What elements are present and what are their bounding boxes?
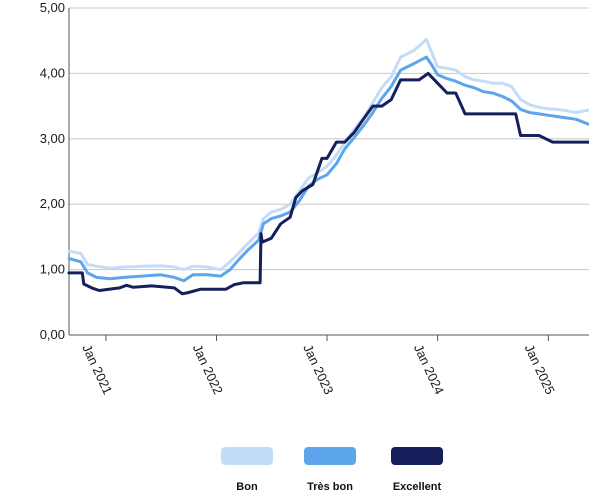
x-tick-label: Jan 2025 <box>522 342 558 397</box>
y-tick-label: 4,00 <box>40 65 65 80</box>
series-lines <box>67 37 589 296</box>
x-axis: Jan 2021 Jan 2022 Jan 2023 Jan 2024 Jan 2025 <box>79 335 558 397</box>
y-tick-label: 0,00 <box>40 327 65 342</box>
legend-label-excellent: Excellent <box>392 481 442 493</box>
x-tick-label: Jan 2023 <box>300 342 336 397</box>
legend: Bon Très bon Excellent <box>0 447 589 501</box>
x-tick-label: Jan 2021 <box>79 342 115 397</box>
y-tick-label: 1,00 <box>40 262 65 277</box>
series-line-1 <box>67 55 589 283</box>
legend-swatch-tres-bon <box>304 447 356 465</box>
y-tick-label: 5,00 <box>40 0 65 15</box>
legend-item-tres-bon[interactable]: Très bon <box>304 447 358 501</box>
y-tick-label: 2,00 <box>40 196 65 211</box>
y-tick-label: 3,00 <box>40 131 65 146</box>
legend-label-tres-bon: Très bon <box>307 481 353 493</box>
y-axis: 0,00 1,00 2,00 3,00 4,00 5,00 <box>40 0 65 342</box>
legend-label-bon: Bon <box>236 481 258 493</box>
line-chart: 0,001,002,003,004,005,00 Jan 2021 Jan 202… <box>40 0 589 397</box>
series-line-2 <box>67 71 589 296</box>
legend-item-bon[interactable]: Bon <box>221 447 275 501</box>
gridlines <box>68 7 589 336</box>
legend-item-excellent[interactable]: Excellent <box>391 447 445 501</box>
x-tick-label: Jan 2024 <box>411 342 447 397</box>
x-tick-label: Jan 2022 <box>190 342 226 397</box>
legend-swatch-bon <box>221 447 273 465</box>
legend-swatch-excellent <box>391 447 443 465</box>
